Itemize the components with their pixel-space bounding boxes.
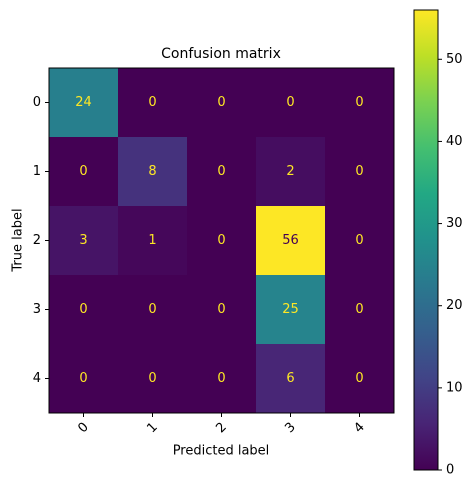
heatmap-cell (49, 275, 119, 345)
x-tick-label: 2 (213, 420, 229, 436)
cell-label: 1 (148, 233, 156, 248)
cell-label: 0 (79, 302, 87, 317)
heatmap-cell (325, 275, 395, 345)
cell-label: 0 (217, 371, 225, 386)
y-tick-label: 1 (33, 164, 41, 179)
cell-label: 6 (286, 371, 294, 386)
y-tick-label: 3 (33, 302, 41, 317)
heatmap-cell (187, 344, 257, 414)
cell-label: 0 (79, 164, 87, 179)
x-tick-label: 4 (351, 420, 367, 436)
heatmap-cell (118, 206, 188, 276)
heatmap-cell (118, 275, 188, 345)
colorbar-frame (413, 9, 439, 471)
x-tick-label: 3 (282, 420, 298, 436)
cell-label: 0 (355, 233, 363, 248)
heatmap-cell (187, 137, 257, 207)
heatmap-cell (256, 137, 326, 207)
y-tick-label: 4 (33, 371, 41, 386)
heatmap-cell (49, 344, 119, 414)
heatmap-cell (187, 275, 257, 345)
heatmap-cell (325, 344, 395, 414)
colorbar-tick-label: 30 (446, 216, 463, 231)
cell-label: 0 (148, 371, 156, 386)
y-tick-label: 2 (33, 233, 41, 248)
heatmap-cell (187, 68, 257, 138)
heatmap-cell (325, 206, 395, 276)
colorbar-tick-label: 50 (446, 52, 463, 67)
heatmap-cell (118, 344, 188, 414)
cell-label: 0 (148, 302, 156, 317)
cell-label: 0 (355, 95, 363, 110)
cell-label: 0 (355, 371, 363, 386)
x-axis-label: Predicted label (173, 444, 270, 459)
heatmap-cell (256, 206, 326, 276)
heatmap-cell (49, 68, 119, 138)
cell-label: 0 (217, 302, 225, 317)
cell-label: 3 (79, 233, 87, 248)
cell-label: 0 (217, 233, 225, 248)
chart-title: Confusion matrix (161, 46, 281, 62)
heatmap-cell (256, 68, 326, 138)
heatmap-cell (256, 275, 326, 345)
heatmap-cell (187, 206, 257, 276)
colorbar-tick-label: 40 (446, 134, 463, 149)
cell-label: 0 (217, 164, 225, 179)
colorbar (414, 10, 438, 470)
colorbar-tick-label: 0 (446, 463, 454, 478)
cell-label: 25 (282, 302, 299, 317)
heatmap-cell (118, 68, 188, 138)
heatmap-cell (118, 137, 188, 207)
cell-label: 0 (355, 302, 363, 317)
cell-label: 8 (148, 164, 156, 179)
cell-label: 0 (79, 371, 87, 386)
y-axis-label: True label (11, 208, 26, 272)
heatmap-cell (325, 137, 395, 207)
cell-label: 2 (286, 164, 294, 179)
cell-label: 0 (355, 164, 363, 179)
heatmap-cell (49, 137, 119, 207)
cell-label: 24 (75, 95, 92, 110)
heatmap-cell (49, 206, 119, 276)
cell-label: 0 (148, 95, 156, 110)
cell-label: 56 (282, 233, 299, 248)
cell-label: 0 (286, 95, 294, 110)
cell-label: 0 (217, 95, 225, 110)
heatmap-cell (325, 68, 395, 138)
x-tick-label: 0 (75, 420, 91, 436)
colorbar-tick-label: 10 (446, 380, 463, 395)
x-tick-label: 1 (144, 420, 160, 436)
heatmap-cell (256, 344, 326, 414)
y-tick-label: 0 (33, 95, 41, 110)
colorbar-tick-label: 20 (446, 298, 463, 313)
